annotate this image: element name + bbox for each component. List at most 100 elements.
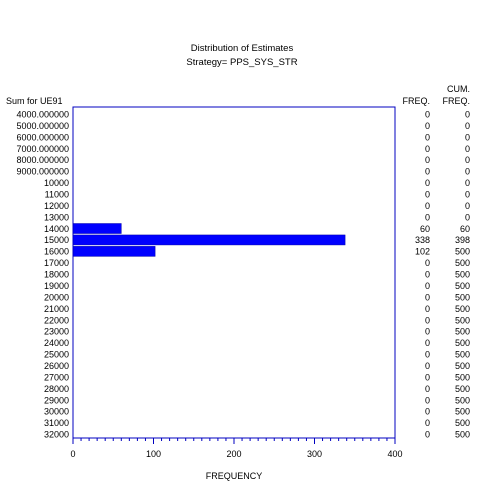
cum-freq-value: 500 xyxy=(455,247,470,257)
cum-freq-column: 0000000000603985005005005005005005005005… xyxy=(455,110,470,440)
freq-value: 338 xyxy=(415,235,430,245)
cum-freq-header-line1: CUM. xyxy=(447,84,470,94)
bar xyxy=(72,223,122,234)
category-label: 29000 xyxy=(44,395,69,405)
cum-freq-value: 500 xyxy=(455,384,470,394)
freq-value: 0 xyxy=(425,304,430,314)
cum-freq-value: 0 xyxy=(465,144,470,154)
cum-freq-value: 500 xyxy=(455,350,470,360)
cum-freq-header-line2: FREQ. xyxy=(442,96,470,106)
category-label: 4000.000000 xyxy=(16,110,69,120)
cum-freq-value: 500 xyxy=(455,418,470,428)
freq-value: 0 xyxy=(425,418,430,428)
category-label: 12000 xyxy=(44,201,69,211)
cum-freq-value: 500 xyxy=(455,327,470,337)
category-label: 13000 xyxy=(44,212,69,222)
x-tick-label: 400 xyxy=(387,449,402,459)
category-label: 31000 xyxy=(44,418,69,428)
freq-value: 0 xyxy=(425,190,430,200)
category-label: 21000 xyxy=(44,304,69,314)
x-tick-label: 300 xyxy=(307,449,322,459)
cum-freq-value: 500 xyxy=(455,281,470,291)
category-label: 27000 xyxy=(44,372,69,382)
category-label: 19000 xyxy=(44,281,69,291)
freq-value: 0 xyxy=(425,167,430,177)
freq-value: 0 xyxy=(425,372,430,382)
cum-freq-value: 0 xyxy=(465,178,470,188)
bar xyxy=(72,234,346,246)
cum-freq-value: 0 xyxy=(465,121,470,131)
cum-freq-value: 0 xyxy=(465,201,470,211)
freq-value: 0 xyxy=(425,350,430,360)
freq-value: 0 xyxy=(425,201,430,211)
cum-freq-value: 500 xyxy=(455,292,470,302)
cum-freq-value: 0 xyxy=(465,110,470,120)
category-label: 24000 xyxy=(44,338,69,348)
x-tick-label: 200 xyxy=(226,449,241,459)
category-label: 22000 xyxy=(44,315,69,325)
cum-freq-value: 500 xyxy=(455,372,470,382)
category-label: 23000 xyxy=(44,327,69,337)
cum-freq-value: 0 xyxy=(465,190,470,200)
category-label: 10000 xyxy=(44,178,69,188)
cum-freq-value: 500 xyxy=(455,395,470,405)
cum-freq-value: 500 xyxy=(455,361,470,371)
freq-value: 0 xyxy=(425,155,430,165)
y-axis-label: Sum for UE91 xyxy=(6,96,63,106)
freq-value: 0 xyxy=(425,212,430,222)
freq-value: 102 xyxy=(415,247,430,257)
bar xyxy=(72,246,156,257)
freq-value: 0 xyxy=(425,327,430,337)
category-label: 5000.000000 xyxy=(16,121,69,131)
category-label: 20000 xyxy=(44,292,69,302)
freq-value: 0 xyxy=(425,121,430,131)
freq-value: 0 xyxy=(425,132,430,142)
category-label: 25000 xyxy=(44,350,69,360)
freq-value: 0 xyxy=(425,384,430,394)
freq-value: 0 xyxy=(425,395,430,405)
category-label: 9000.000000 xyxy=(16,167,69,177)
category-label: 15000 xyxy=(44,235,69,245)
cum-freq-value: 500 xyxy=(455,430,470,440)
freq-value: 0 xyxy=(425,430,430,440)
chart-subtitle: Strategy= PPS_SYS_STR xyxy=(186,57,297,68)
bar-group xyxy=(72,223,346,257)
freq-header: FREQ. xyxy=(402,96,430,106)
cum-freq-value: 0 xyxy=(465,212,470,222)
cum-freq-value: 60 xyxy=(460,224,470,234)
freq-value: 60 xyxy=(420,224,430,234)
cum-freq-value: 398 xyxy=(455,235,470,245)
cum-freq-value: 0 xyxy=(465,132,470,142)
category-label: 28000 xyxy=(44,384,69,394)
category-label: 32000 xyxy=(44,430,69,440)
cum-freq-value: 500 xyxy=(455,304,470,314)
category-label: 26000 xyxy=(44,361,69,371)
cum-freq-value: 500 xyxy=(455,315,470,325)
category-label: 16000 xyxy=(44,247,69,257)
freq-value: 0 xyxy=(425,361,430,371)
plot-frame xyxy=(72,106,396,439)
freq-value: 0 xyxy=(425,110,430,120)
freq-value: 0 xyxy=(425,338,430,348)
cum-freq-value: 500 xyxy=(455,338,470,348)
cum-freq-value: 0 xyxy=(465,155,470,165)
freq-value: 0 xyxy=(425,270,430,280)
category-label: 8000.000000 xyxy=(16,155,69,165)
freq-value: 0 xyxy=(425,292,430,302)
freq-value: 0 xyxy=(425,178,430,188)
freq-value: 0 xyxy=(425,281,430,291)
x-axis: 0 100 200 300 400 xyxy=(70,437,403,459)
category-label: 14000 xyxy=(44,224,69,234)
cum-freq-value: 0 xyxy=(465,167,470,177)
cum-freq-value: 500 xyxy=(455,270,470,280)
category-label: 6000.000000 xyxy=(16,132,69,142)
category-label: 30000 xyxy=(44,407,69,417)
chart-title: Distribution of Estimates xyxy=(191,43,294,54)
category-label: 18000 xyxy=(44,270,69,280)
x-tick-label: 100 xyxy=(146,449,161,459)
category-label: 7000.000000 xyxy=(16,144,69,154)
x-tick-label: 0 xyxy=(70,449,75,459)
